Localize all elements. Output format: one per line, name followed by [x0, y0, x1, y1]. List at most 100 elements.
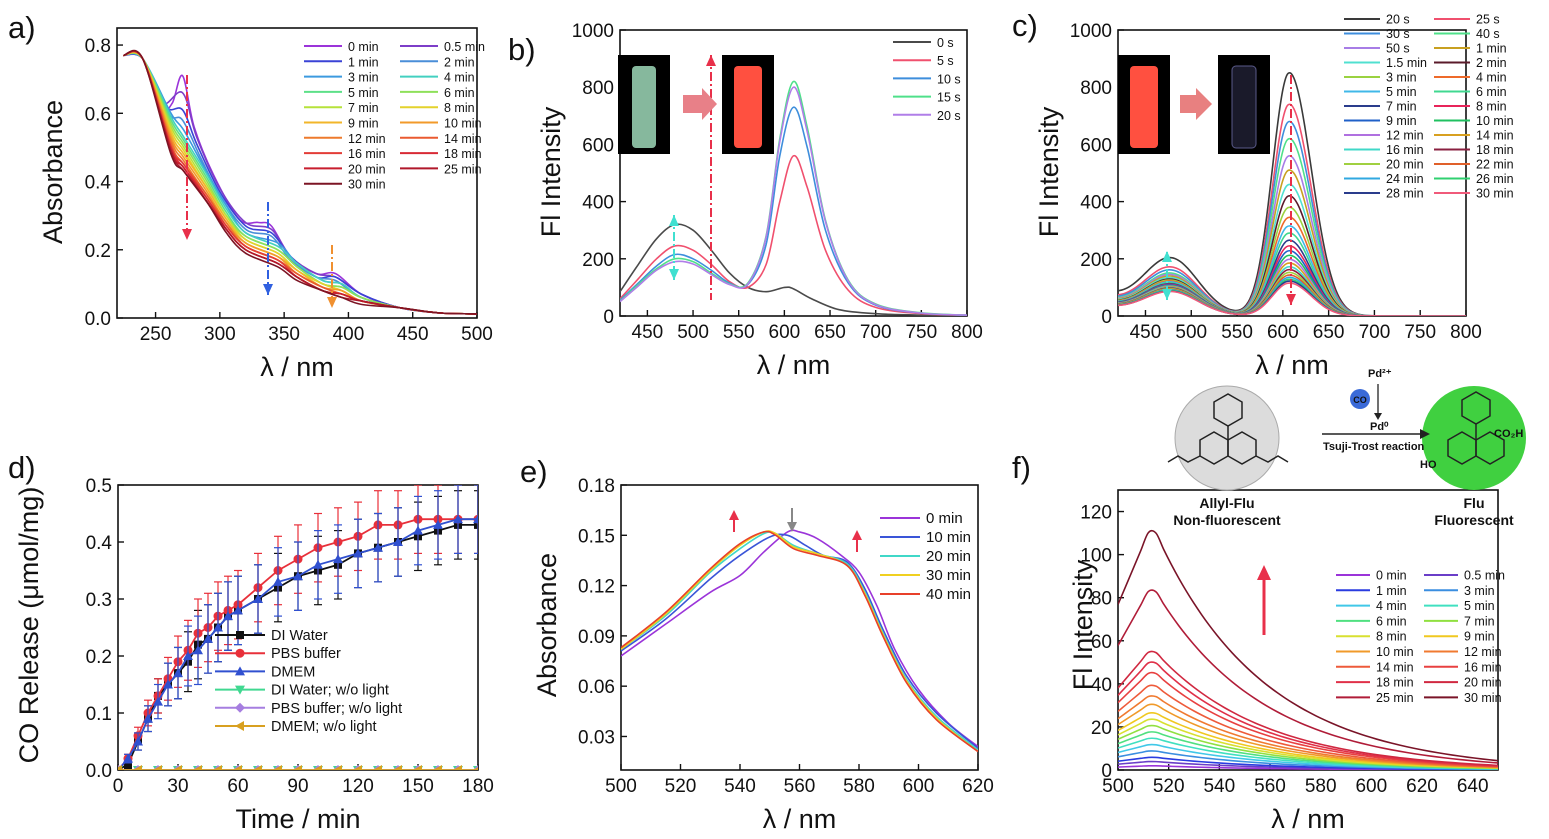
data-point-marker [133, 765, 142, 770]
legend-entry-label: 30 min [1464, 691, 1502, 705]
x-tick-label: 600 [1355, 776, 1387, 797]
y-tick-label: 400 [1080, 193, 1112, 214]
x-tick-label: 540 [724, 776, 756, 797]
legend-entry-label: 0 min [1376, 569, 1407, 583]
series-lines [620, 80, 967, 316]
data-point-marker [193, 765, 202, 770]
legend-entry-label: 14 min [1476, 129, 1514, 143]
legend-entry-label: PBS buffer; w/o light [271, 701, 402, 717]
legend-b: 0 s 5 s 10 s 15 s 20 s [893, 36, 961, 123]
legend-entry-label: 16 min [1386, 143, 1424, 157]
series-line [621, 530, 978, 753]
y-axis-label: CO Release (μmol/mg) [14, 487, 44, 764]
legend-entry-label: 25 min [1376, 691, 1414, 705]
y-tick-label: 0 [1101, 761, 1112, 782]
arrow-right-icon [683, 88, 717, 120]
x-tick-label: 30 [167, 776, 188, 797]
legend-entry-label: 3 min [348, 71, 379, 85]
indicator-arrow-head-icon [1162, 251, 1172, 262]
plot-frame [619, 29, 968, 317]
series-lines [621, 529, 978, 753]
legend-entry-label: 5 min [1386, 85, 1417, 99]
y-axis-label: Absorbance [532, 553, 562, 697]
x-tick-label: 120 [342, 776, 374, 797]
legend-entry-label: 40 s [1476, 27, 1500, 41]
y-tick-label: 800 [1080, 78, 1112, 99]
legend-entry-label: 25 min [444, 162, 482, 176]
y-tick-label: 40 [1091, 675, 1112, 696]
y-axis-label: Fl Intensity [536, 106, 566, 237]
chart-panel-e: 500 520 540 560 580 600 620 0.03 0.06 0.09 0.12 0.1… [520, 454, 994, 834]
x-axis-label: Time / min [235, 804, 360, 834]
legend-entry-label: 30 min [348, 178, 386, 192]
y-tick-label: 80 [1091, 589, 1112, 610]
legend-entry-label: 1 min [348, 55, 379, 69]
legend-entry-label: 7 min [1464, 614, 1495, 628]
series-line [620, 80, 967, 316]
x-tick-label: 500 [677, 322, 709, 343]
x-tick-label: 540 [1203, 776, 1235, 797]
data-point-marker [183, 651, 193, 660]
y-tick-label: 60 [1091, 632, 1112, 653]
y-tick-label: 1000 [572, 21, 614, 42]
data-point-marker [453, 765, 462, 770]
legend-entry-label: 12 min [1386, 129, 1424, 143]
data-point-marker [313, 765, 322, 770]
reaction-name-label: Tsuji-Trost reaction [1323, 441, 1425, 453]
data-point-marker [453, 514, 463, 524]
data-point-marker [233, 605, 243, 615]
legend-entry-label: 1 min [1376, 584, 1407, 598]
legend-entry-label: 10 min [1376, 645, 1414, 659]
data-point-marker [223, 611, 233, 621]
data-point-marker [473, 767, 478, 770]
x-tick-label: 520 [1153, 776, 1185, 797]
y-tick-label: 20 [1091, 718, 1112, 739]
x-tick-label: 400 [333, 324, 365, 345]
data-point-marker [373, 542, 383, 552]
vial-faint-c [1231, 65, 1257, 149]
data-point-marker [293, 571, 303, 581]
data-point-marker [474, 520, 478, 529]
x-axis-label: λ / nm [1255, 350, 1329, 380]
x-tick-label: 520 [665, 776, 697, 797]
legend-entry-label: 16 min [348, 147, 386, 161]
vial-green-b [632, 66, 656, 148]
legend-entry-label: 14 min [444, 132, 482, 146]
series-line [1118, 589, 1498, 764]
legend-entry-label: 22 min [1476, 158, 1514, 172]
data-point-marker [236, 631, 244, 639]
legend-entry-label: 4 min [444, 71, 475, 85]
data-point-marker [235, 702, 245, 713]
x-tick-label: 640 [1457, 776, 1489, 797]
legend-entry-label: 15 s [937, 91, 961, 105]
x-tick-label: 750 [905, 322, 937, 343]
chart-panel-a: 250 300 350 400 450 500 0.0 0.2 0.4 0.6 0.8 λ / nm A… [8, 10, 493, 382]
series-line [620, 223, 967, 316]
co-molecule-circle [1350, 389, 1370, 409]
legend-entry-label: 5 min [348, 86, 379, 100]
indicator-arrow-head-icon [669, 215, 679, 226]
data-point-marker [233, 765, 242, 770]
y-tick-label: 120 [1080, 503, 1112, 524]
y-tick-label: 200 [582, 250, 614, 271]
chart-panel-b: 450 500 550 600 650 700 750 800 0 200 400 600 800 100… [508, 21, 983, 380]
x-tick-label: 700 [860, 322, 892, 343]
indicator-arrow-head-icon [263, 284, 273, 295]
legend-entry-label: 9 min [348, 117, 379, 131]
legend-entry-label: 5 s [937, 54, 954, 68]
data-point-marker [433, 765, 442, 770]
x-tick-label: 650 [1313, 322, 1345, 343]
x-tick-label: 600 [769, 322, 801, 343]
y-tick-label: 0.4 [85, 173, 112, 194]
data-point-marker [153, 696, 163, 706]
data-point-marker [143, 713, 153, 723]
y-tick-label: 0.12 [578, 577, 615, 598]
series-line [123, 49, 477, 315]
x-tick-label: 620 [1406, 776, 1438, 797]
y-axis-label: Fl Intensity [1068, 559, 1098, 690]
x-tick-label: 350 [268, 324, 300, 345]
legend-entry-label: 7 min [348, 101, 379, 115]
series-line [1118, 650, 1498, 767]
legend-entry-label: 4 min [1476, 71, 1507, 85]
